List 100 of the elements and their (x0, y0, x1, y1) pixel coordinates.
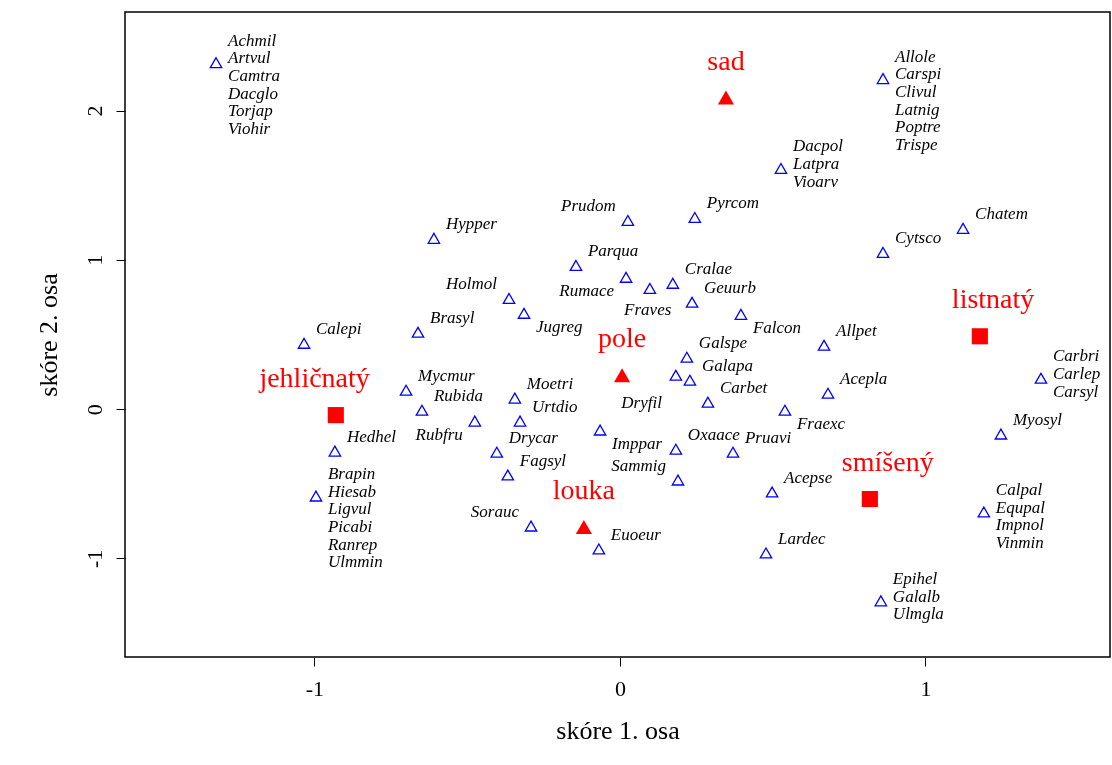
point (513, 415, 527, 427)
data-label: Dacpol Latpra Vioarv (791, 136, 844, 191)
data-label: Fraexc (795, 414, 846, 434)
x-tick-label: 1 (920, 675, 932, 701)
data-label: Calpal Equpal Impnol Vinmin (994, 480, 1046, 553)
point (508, 392, 522, 404)
point (778, 404, 792, 416)
data-label: Brapin Hiesab Ligvul Picabi Ranrep Ulmmin (326, 464, 383, 572)
data-label: Oxaace (687, 425, 741, 445)
point (517, 307, 531, 319)
data-label: Carbet (719, 378, 769, 398)
data-label: Epihel Galalb Ulmgla (891, 568, 944, 624)
data-label: Rubida (432, 386, 484, 406)
point (876, 246, 890, 258)
y-tick-label: -1 (81, 549, 107, 569)
point (411, 326, 425, 338)
y-axis-title: skóre 2. osa (33, 272, 63, 397)
data-label: Holmol (445, 274, 498, 294)
point (468, 415, 482, 427)
point (490, 446, 504, 458)
point (977, 506, 991, 518)
data-label: Urtdio (532, 397, 578, 417)
point (774, 162, 788, 175)
point (569, 259, 583, 271)
data-label: Euoeur (609, 524, 662, 544)
data-label: Fraves (623, 300, 672, 320)
data-label: pole (597, 322, 647, 354)
point (524, 520, 538, 532)
point (726, 446, 740, 458)
point (671, 474, 685, 486)
data-label: Allpet (835, 321, 878, 341)
x-tick-label: -1 (305, 675, 325, 701)
point (688, 211, 702, 224)
point (971, 328, 988, 345)
point (861, 490, 878, 508)
point (614, 368, 631, 383)
point (759, 547, 773, 559)
y-tick-label: 2 (81, 105, 107, 117)
point (619, 271, 633, 283)
data-label: Acepse (783, 468, 833, 488)
point (669, 369, 683, 381)
data-label: Drycar (507, 428, 559, 448)
data-label: Geuurb (704, 278, 756, 298)
point (874, 595, 888, 607)
data-label: Cytsco (895, 228, 942, 248)
data-label: listnatý (951, 283, 1035, 315)
data-label: Calepi (316, 319, 362, 339)
point (669, 443, 683, 455)
data-label: Sorauc (470, 502, 520, 522)
point (502, 292, 516, 304)
data-label: Rubfru (414, 425, 463, 445)
data-label: Hypper (444, 214, 498, 234)
data-label: Prudom (560, 196, 616, 216)
point (327, 407, 344, 424)
data-label: Pruavi (743, 428, 792, 448)
point (593, 424, 607, 436)
data-label: smíšený (841, 446, 934, 478)
data-label: Acepla (839, 369, 888, 389)
data-label: louka (552, 473, 616, 505)
point (680, 351, 694, 363)
point (501, 469, 515, 481)
point (717, 90, 735, 105)
data-label: Pyrcom (705, 193, 760, 213)
data-label: Mycmur (417, 366, 476, 386)
data-label: Hedhel (345, 427, 397, 447)
y-tick-label: 1 (81, 254, 107, 266)
data-label: Fagsyl (518, 451, 567, 470)
point (666, 277, 680, 289)
data-label: Chatem (975, 204, 1028, 224)
data-label: Myosyl (1011, 410, 1063, 430)
data-label: Carbri Carlep Carsyl (1052, 346, 1101, 401)
data-label: Achmil Artvul Camtra Dacglo Torjap Viohir (227, 30, 281, 139)
point (685, 296, 699, 308)
point (1034, 372, 1048, 384)
x-tick-label: 0 (614, 675, 626, 701)
data-label: Allole Carspi Clivul Latnig Poptre Trispe (894, 46, 942, 154)
y-tick-label: 0 (81, 404, 107, 416)
data-label: Brasyl (429, 308, 475, 328)
point (592, 543, 606, 555)
point (643, 282, 657, 294)
point (328, 445, 342, 457)
point (956, 222, 970, 234)
point (399, 384, 413, 396)
point (683, 374, 697, 386)
data-label: Dryfil (620, 393, 663, 413)
point (734, 308, 748, 320)
point (821, 387, 835, 399)
data-label: Galapa (701, 356, 753, 376)
point (309, 490, 323, 502)
data-label: Sammig (611, 456, 666, 476)
point (297, 337, 311, 349)
data-label: Parqua (586, 241, 639, 261)
point (575, 519, 592, 534)
data-label: Cralae (684, 259, 733, 279)
point (876, 73, 890, 85)
point (427, 232, 441, 244)
point (701, 396, 715, 408)
data-label: Lardec (776, 528, 826, 548)
point (765, 486, 779, 498)
point (817, 339, 831, 351)
